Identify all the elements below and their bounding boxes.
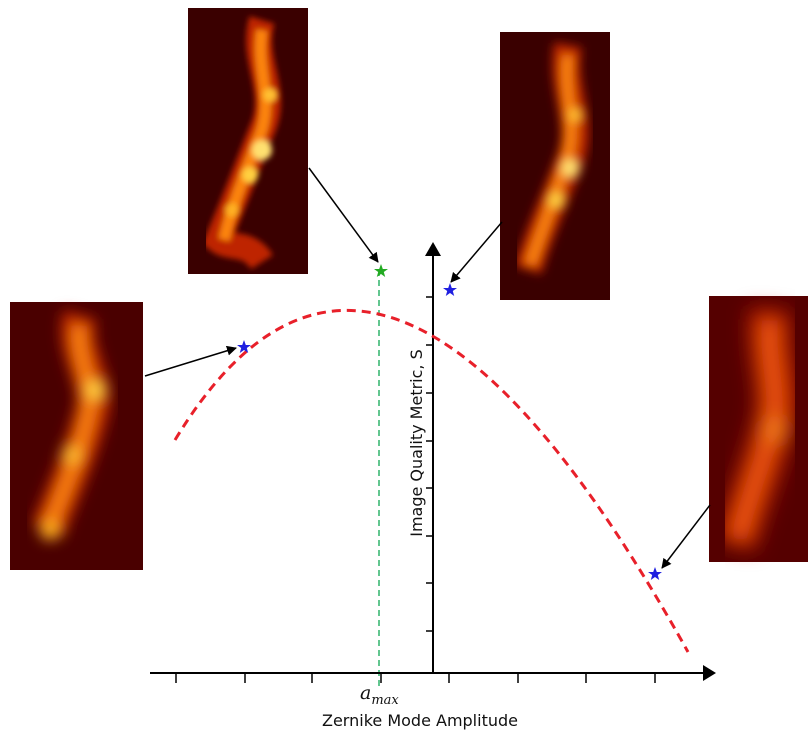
marker-right-near-sample	[443, 283, 457, 296]
inset-top-left	[188, 8, 308, 274]
arrow-inset-left	[144, 345, 237, 377]
marker-left-sample	[237, 340, 251, 353]
arrow-inset-top-left	[308, 167, 379, 263]
inset-right	[709, 296, 808, 562]
marker-optimum	[374, 264, 388, 277]
quality-curve	[173, 309, 690, 653]
y-axis-label: Image Quality Metric, S	[407, 349, 426, 537]
x-axis	[150, 665, 716, 683]
inset-top-right	[500, 32, 610, 300]
inset-left	[10, 302, 143, 570]
x-axis-label: Zernike Mode Amplitude	[322, 711, 518, 730]
arrow-inset-top-right	[450, 221, 503, 283]
y-axis	[425, 242, 441, 673]
marker-right-far-sample	[648, 567, 662, 580]
arrow-inset-right	[661, 504, 711, 569]
amax-label: amax	[360, 682, 399, 708]
